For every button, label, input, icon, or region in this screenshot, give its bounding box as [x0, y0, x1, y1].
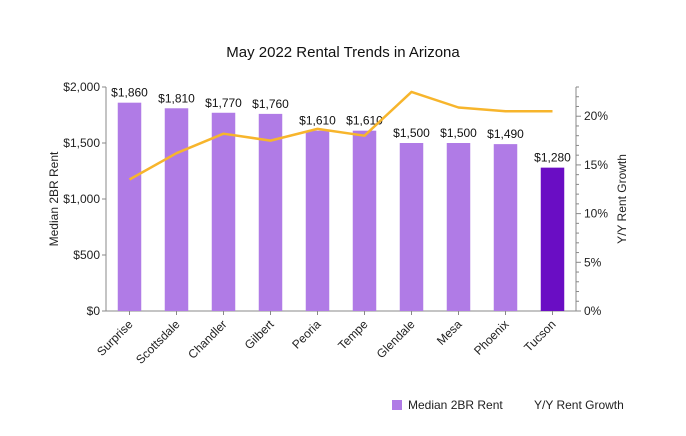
y2-tick-label: 15%	[584, 158, 608, 172]
chart-title: May 2022 Rental Trends in Arizona	[226, 44, 460, 61]
bar	[540, 167, 565, 311]
bar-data-label: $1,760	[252, 97, 289, 111]
x-tick-label: Chandler	[185, 317, 229, 361]
y2-tick-label: 0%	[584, 304, 602, 318]
bar	[258, 113, 283, 311]
x-tick-label: Tucson	[521, 317, 558, 354]
bar-data-label: $1,490	[487, 127, 524, 141]
y2-tick-label: 10%	[584, 207, 608, 221]
bar-data-label: $1,500	[393, 126, 430, 140]
y-tick-label: $0	[87, 304, 101, 318]
growth-line	[128, 90, 553, 181]
y2-axis-label: Y/Y Rent Growth	[615, 154, 629, 244]
bar	[164, 108, 189, 311]
legend-swatch-rent	[392, 400, 402, 410]
y2-tick-label: 5%	[584, 255, 602, 269]
bar	[117, 102, 142, 312]
bar	[305, 130, 330, 311]
bar-data-label: $1,770	[205, 96, 242, 110]
bar	[493, 144, 518, 311]
x-tick-label: Peoria	[289, 317, 324, 352]
legend: Median 2BR Rent Y/Y Rent Growth	[392, 398, 624, 412]
bar-data-label: $1,280	[534, 151, 571, 165]
y-tick-label: $500	[73, 248, 100, 262]
bar	[399, 143, 424, 311]
x-tick-label: Scottsdale	[133, 317, 183, 367]
x-tick-label: Glendale	[374, 317, 418, 361]
bar-data-label: $1,810	[158, 91, 195, 105]
plot-area: $0 $500 $1,000 $1,500 $2,000 0% 5% 10% 15% 20% $1,…	[63, 80, 608, 367]
y2-tick-label: 20%	[584, 109, 608, 123]
x-tick-label: Tempe	[335, 317, 371, 353]
x-tick-label: Gilbert	[242, 317, 277, 352]
bar-data-label: $1,500	[440, 126, 477, 140]
bar-data-label: $1,610	[346, 114, 383, 128]
y-axis-label: Median 2BR Rent	[47, 151, 61, 246]
bar-data-label: $1,860	[111, 86, 148, 100]
x-tick-label: Surprise	[94, 317, 136, 359]
legend-label-growth: Y/Y Rent Growth	[534, 398, 624, 412]
bar-data-label: $1,610	[299, 114, 336, 128]
bar	[211, 112, 236, 311]
bar	[352, 130, 377, 311]
x-tick-label: Mesa	[434, 317, 465, 348]
legend-label-rent: Median 2BR Rent	[408, 398, 503, 412]
x-tick-label: Phoenix	[471, 317, 512, 358]
bar	[446, 143, 471, 311]
y-tick-label: $2,000	[63, 80, 100, 94]
y-tick-label: $1,500	[63, 136, 100, 150]
y-tick-label: $1,000	[63, 192, 100, 206]
